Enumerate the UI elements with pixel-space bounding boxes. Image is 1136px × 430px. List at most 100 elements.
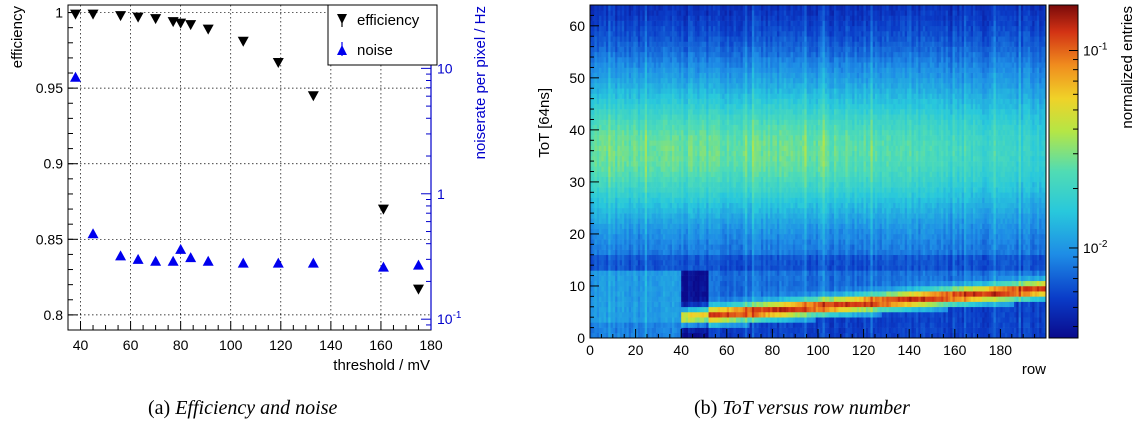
heatmap-cell: [617, 62, 620, 68]
heatmap-cell: [649, 244, 652, 250]
heatmap-cell: [722, 317, 725, 323]
heatmap-cell: [756, 129, 760, 136]
heatmap-cell: [740, 207, 744, 214]
heatmap-cell: [596, 207, 600, 214]
heatmap-cell: [619, 77, 623, 84]
heatmap-cell: [662, 197, 666, 204]
heatmap-cell: [742, 119, 746, 125]
heatmap-cell: [637, 51, 641, 58]
heatmap-cell: [596, 88, 600, 94]
heatmap-cell: [751, 270, 755, 276]
heatmap-cell: [704, 233, 707, 240]
heatmap-cell: [619, 265, 623, 271]
heatmap-cell: [610, 129, 614, 136]
heatmap-cell: [649, 114, 652, 120]
heatmap-cell: [619, 327, 623, 334]
heatmap-cell: [740, 322, 744, 328]
heatmap-cell: [651, 280, 655, 287]
heatmap-cell: [612, 119, 616, 125]
heatmap-cell: [599, 187, 602, 193]
heatmap-cell: [733, 150, 737, 157]
heatmap-cell: [704, 72, 707, 79]
heatmap-cell: [749, 322, 753, 328]
heatmap-cell: [681, 176, 684, 183]
heatmap-cell: [619, 83, 623, 89]
heatmap-cell: [754, 187, 757, 193]
heatmap-cell: [669, 67, 673, 73]
heatmap-cell: [710, 155, 714, 162]
heatmap-cell: [735, 306, 739, 313]
efficiency-point: [272, 57, 284, 68]
heatmap-cell: [656, 103, 659, 110]
heatmap-cell: [599, 296, 602, 302]
heatmap-cell: [747, 161, 750, 167]
heatmap-cell: [681, 181, 684, 188]
heatmap-cell: [658, 72, 661, 79]
heatmap-cell: [722, 275, 725, 282]
heatmap-cell: [672, 109, 675, 115]
heatmap-cell: [590, 93, 593, 99]
heatmap-cell: [610, 233, 614, 240]
heatmap-cell: [644, 62, 648, 68]
heatmap-cell: [742, 140, 746, 146]
heatmap-cell: [672, 197, 675, 204]
heatmap-cell: [697, 51, 700, 58]
heatmap-cell: [628, 109, 632, 115]
heatmap-cell: [697, 244, 700, 250]
heatmap-cell: [633, 103, 636, 110]
heatmap-cell: [667, 265, 671, 271]
heatmap-cell: [617, 207, 620, 214]
heatmap-cell: [745, 109, 748, 115]
heatmap-cell: [660, 228, 664, 235]
heatmap-cell: [631, 109, 634, 115]
heatmap-cell: [642, 72, 646, 79]
heatmap-cell: [683, 57, 687, 63]
heatmap-cell: [706, 311, 709, 318]
heatmap-cell: [688, 296, 691, 302]
heatmap-cell: [608, 213, 611, 219]
heatmap-cell: [601, 119, 604, 125]
heatmap-cell: [742, 124, 746, 131]
heatmap-cell: [592, 41, 595, 47]
heatmap-cell: [715, 51, 718, 58]
heatmap-cell: [590, 129, 593, 136]
heatmap-cell: [615, 155, 618, 162]
heatmap-cell: [603, 72, 607, 79]
heatmap-cell: [644, 197, 648, 204]
heatmap-cell: [758, 124, 762, 131]
heatmap-cell: [653, 57, 657, 63]
heatmap-cell: [717, 25, 721, 32]
heatmap-cell: [621, 244, 625, 250]
heatmap-cell: [647, 265, 650, 271]
heatmap-cell: [738, 192, 741, 198]
heatmap-cell: [628, 119, 632, 125]
heatmap-cell: [704, 20, 707, 27]
heatmap-cell: [685, 213, 689, 219]
heatmap-cell: [615, 275, 618, 282]
heatmap-cell: [715, 109, 718, 115]
heatmap-cell: [635, 114, 639, 120]
heatmap-cell: [710, 31, 714, 37]
heatmap-cell: [756, 239, 760, 245]
heatmap-cell: [612, 254, 616, 261]
heatmap-cell: [688, 20, 691, 27]
heatmap-cell: [713, 233, 716, 240]
heatmap-cell: [713, 36, 716, 42]
heatmap-cell: [735, 187, 739, 193]
heatmap-cell: [637, 20, 641, 27]
heatmap-cell: [710, 171, 714, 177]
heatmap-cell: [678, 36, 682, 42]
heatmap-cell: [704, 166, 707, 172]
heatmap-cell: [649, 285, 652, 292]
heatmap-cell: [717, 244, 721, 250]
heatmap-cell: [662, 41, 666, 47]
heatmap-cell: [603, 109, 607, 115]
efficiency-point: [132, 12, 144, 23]
heatmap-cell: [733, 77, 737, 84]
heatmap-cell: [603, 176, 607, 183]
heatmap-cell: [717, 171, 721, 177]
heatmap-cell: [660, 25, 664, 32]
heatmap-cell: [662, 270, 666, 276]
heatmap-cell: [669, 155, 673, 162]
heatmap-cell: [637, 244, 641, 250]
